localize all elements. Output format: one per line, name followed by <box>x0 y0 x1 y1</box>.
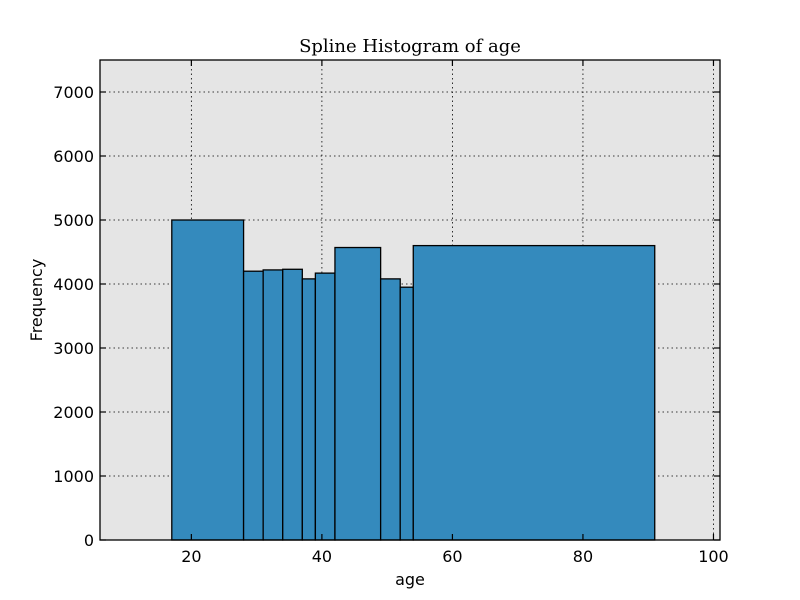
plot-frame <box>99 59 721 541</box>
histogram-bar <box>334 246 382 541</box>
x-tick-label: 40 <box>312 547 332 566</box>
histogram-bar <box>379 278 401 541</box>
y-tick-label: 3000 <box>53 339 94 358</box>
x-axis-ticks: 20 40 60 80 100 <box>181 60 729 566</box>
y-tick-label: 2000 <box>53 403 94 422</box>
histogram-bar <box>262 269 284 541</box>
y-tick-label: 0 <box>84 531 94 550</box>
y-tick-label: 1000 <box>53 467 94 486</box>
histogram-bar <box>314 272 336 541</box>
histogram-bar <box>242 270 264 541</box>
histogram-bar <box>412 244 656 541</box>
x-axis-label: age <box>395 570 425 589</box>
histogram-bar <box>301 278 317 541</box>
y-tick-label: 7000 <box>53 83 94 102</box>
y-tick-label: 5000 <box>53 211 94 230</box>
histogram-bar <box>171 219 245 541</box>
x-tick-label: 20 <box>181 547 201 566</box>
x-tick-label: 60 <box>442 547 462 566</box>
chart-title: Spline Histogram of age <box>299 36 521 57</box>
histogram-bar <box>282 268 303 541</box>
bars <box>171 219 656 541</box>
y-tick-label: 6000 <box>53 147 94 166</box>
y-axis-label: Frequency <box>27 259 46 342</box>
histogram-bar <box>399 286 414 541</box>
x-tick-label: 100 <box>698 547 729 566</box>
y-axis-ticks: 0 1000 2000 3000 4000 5000 6000 7000 <box>53 83 720 550</box>
y-tick-label: 4000 <box>53 275 94 294</box>
x-tick-label: 80 <box>573 547 593 566</box>
